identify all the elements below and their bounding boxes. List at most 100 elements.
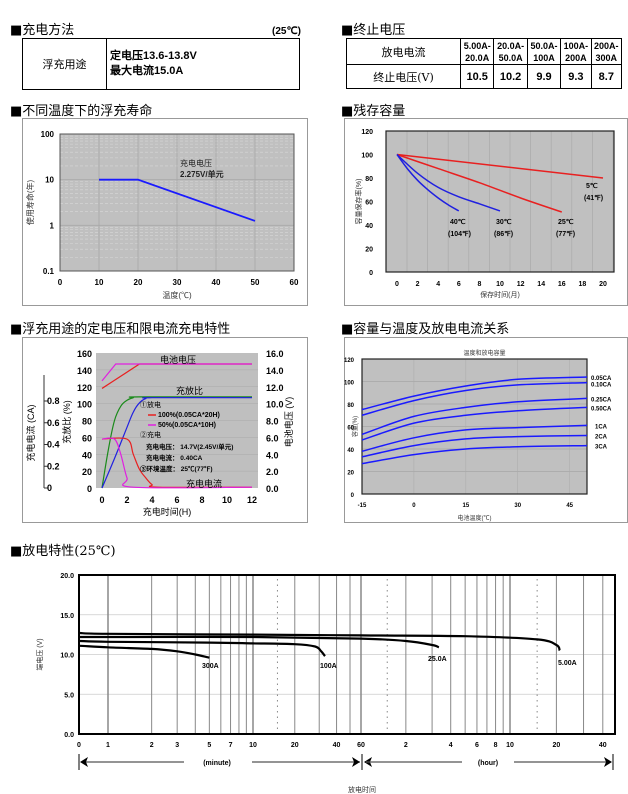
y-tick-label: 100 [361,153,373,160]
x-tick-label-minute: 40 [333,742,341,749]
x-tick-label-minute: 3 [175,742,179,749]
y-tick-label-pct: 140 [77,366,92,376]
x-tick-label: -15 [358,503,367,509]
annotation-line-1: 充电电压 [180,158,212,168]
series-label: 100A [320,663,337,670]
series-line-voltage_50 [101,363,252,382]
x-tick-label-minute: 1 [106,742,110,749]
plot-border [385,130,615,273]
range-top: 5.00A- [463,40,491,51]
arrow-head [80,757,88,767]
range-bottom: 100A [533,52,555,63]
cutoff-voltage-value: 10.5 [459,64,495,89]
series-label: 300A [202,663,219,670]
float-charge-title: ■浮充用途的定电压和限电流充电特性 [10,322,231,337]
series-label: 40℃ [450,218,466,226]
current-range-cell: 50.0A- 100A [526,38,562,65]
y-tick-label-voltage: 10.0 [266,400,284,410]
chart-title: 温度和放电容量 [463,349,505,357]
series-line-30℃ [396,153,501,212]
series-label: 30℃ [496,218,512,226]
curve-label-voltage: 电池电压 [160,354,196,365]
float-charge-chart: 0204060801001201401600.02.04.06.08.010.0… [25,349,294,517]
current-range-cell: 5.00A- 20.0A [459,38,495,65]
x-tick-label: 4 [436,281,440,288]
annotation-line-2: 2.275V/单元 [180,169,224,179]
x-tick-label: 14 [537,281,545,288]
y-tick-label-voltage: 8.0 [266,417,279,427]
range-top: 100A- [563,40,589,51]
series-line-0.05CA [361,376,588,411]
series-line-5℃ [396,153,604,179]
y-tick-label-pct: 0 [87,484,92,494]
cutoff-voltage-value: 9.9 [526,64,562,89]
x-tick-label: 10 [222,495,232,505]
charging-temp-note: (25℃) [272,26,302,37]
x-axis-label: 电池温度(℃) [458,514,492,522]
y-tick-label: 40 [347,448,354,454]
curve-label-ratio: 充放比 [176,385,203,396]
legend-charge-voltage: 充电电压： 14.7V(2.45V/单元) [146,442,233,451]
plot-border [361,358,588,495]
y-tick-label-pct: 160 [77,349,92,359]
series-label: 5.00A [558,660,577,667]
x-tick-label-minute: 10 [249,742,257,749]
x-tick-label-hour: 6 [475,742,479,749]
y-tick-label-voltage: 2.0 [266,467,279,477]
y-tick-label: 20 [365,247,373,254]
cutoff-voltage-label: 终止电压(V) [346,64,461,89]
y-tick-label-voltage: 4.0 [266,450,279,460]
x-tick-label: 45 [566,503,573,509]
range-bottom: 300A [595,52,618,63]
x-tick-label: 60 [290,278,299,287]
x-tick-label: 4 [149,495,154,505]
y-axis-label: 端电压 (V) [35,638,44,670]
y-tick-label-pct: 100 [77,400,92,410]
y-tick-label: 15.0 [60,613,74,620]
x-tick-label: 18 [579,281,587,288]
series-line-40℃ [396,154,460,212]
x-tick-label: 10 [95,278,104,287]
y-tick-label: 20.0 [60,573,74,580]
series-line-0.50CA [361,406,588,441]
legend-discharge-head: ①放电 [140,400,161,409]
current-range-cell: 20.0A- 50.0A [493,38,528,65]
series-line-ratio_100 [101,397,253,489]
range-top: 200A- [594,40,619,51]
x-tick-label: 20 [134,278,143,287]
x-tick-label-hour: 20 [552,742,560,749]
series-label: 1CA [595,424,608,430]
range-bottom: 20.0A [465,52,490,63]
series-line-2CA [361,434,588,458]
discharge-title: ■放电特性(25℃) [10,544,116,559]
y-tick-label: 0.1 [43,267,55,276]
legend-charge-head: ②充电 [140,430,161,439]
cutoff-voltage-value: 9.3 [560,64,592,89]
range-bottom: 200A [565,52,587,63]
y-tick-label-pct: 40 [82,450,92,460]
x-tick-label-minute: 7 [229,742,233,749]
series-line-3CA [361,444,588,465]
range-top: 50.0A- [530,40,558,51]
x-tick-label-hour: 2 [404,742,408,749]
y-tick-label: 120 [344,358,355,364]
y-tick-label-voltage: 6.0 [266,433,279,443]
x-tick-label: 12 [517,281,525,288]
x-tick-label: 0 [395,281,399,288]
x-tick-label: 6 [457,281,461,288]
series-line-1CA [361,424,588,453]
series-line-100A [79,639,326,657]
x-tick-label: 0 [412,503,416,509]
float-life-chart: 0.1 1 10 100 0 10 20 30 40 50 60 温度(℃) 使用寿命(年) 充电电压2.… [25,130,299,300]
current-range-cell: 200A- 300A [590,38,623,65]
x-tick-label-minute: 5 [207,742,211,749]
x-tick-label-minute: 20 [291,742,299,749]
x-tick-label: 8 [477,281,481,288]
float-life-title: ■不同温度下的浮充寿命 [10,104,153,119]
y-axis-label-voltage: 电池电压 (V) [283,397,294,448]
x-tick-label: 20 [599,281,607,288]
y-axis-label-ratio: 充放比 (%) [61,400,72,444]
x-tick-label: 30 [173,278,182,287]
plot-area [386,131,614,272]
